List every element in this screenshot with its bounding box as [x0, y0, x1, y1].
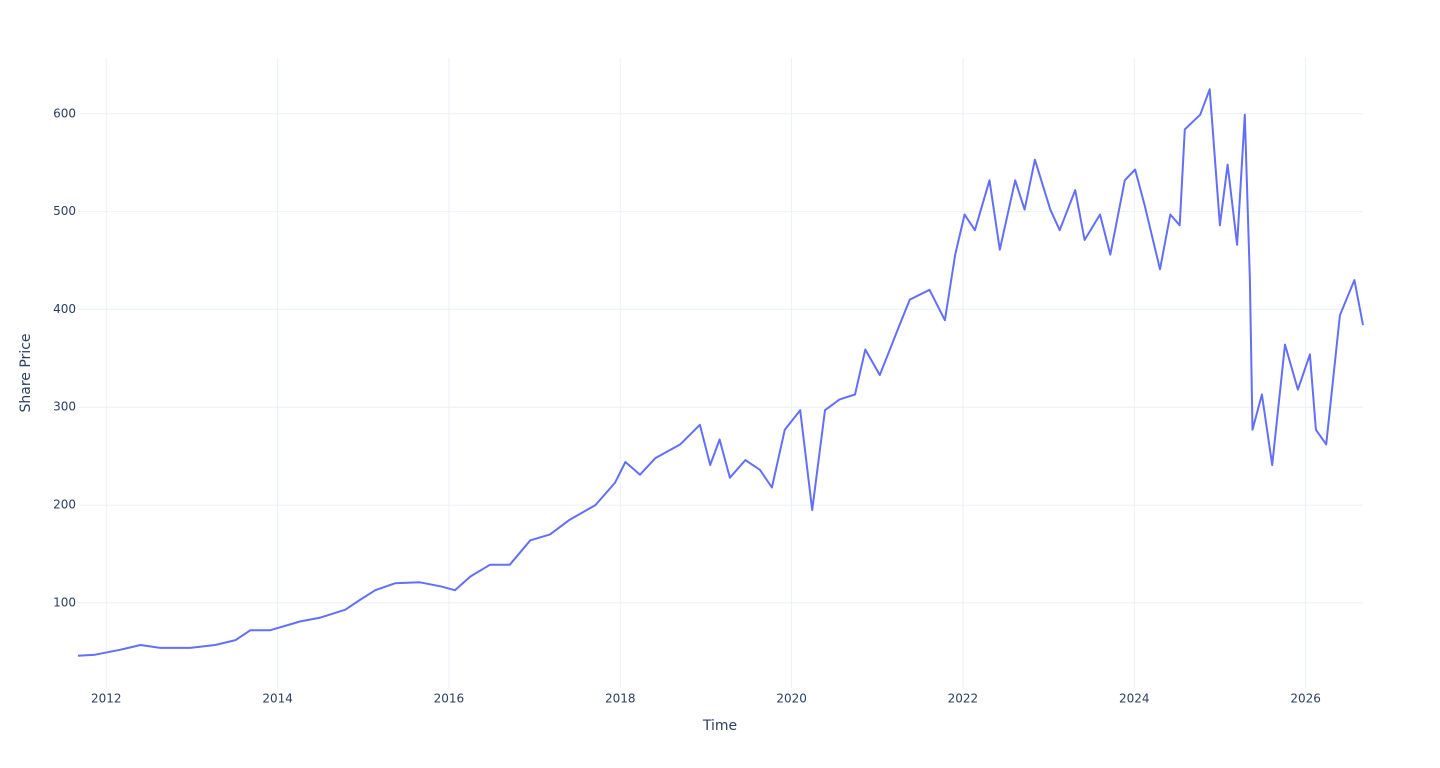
y-tick-label: 600: [53, 106, 76, 120]
x-tick-label: 2020: [776, 692, 807, 706]
x-tick-label: 2012: [91, 692, 122, 706]
y-tick-label: 100: [53, 595, 76, 609]
x-tick-label: 2026: [1290, 692, 1321, 706]
grid: [78, 58, 1363, 688]
x-axis-title: Time: [702, 718, 737, 734]
y-tick-label: 200: [53, 498, 76, 512]
y-tick-label: 500: [53, 204, 76, 218]
x-tick-label: 2024: [1119, 692, 1150, 706]
x-tick-label: 2016: [434, 692, 465, 706]
y-tick-label: 400: [53, 302, 76, 316]
line-series: [77, 88, 1364, 657]
y-axis-title: Share Price: [18, 333, 34, 412]
y-tick-label: 300: [53, 400, 76, 414]
x-tick-label: 2022: [948, 692, 979, 706]
plot-area: [77, 88, 1364, 657]
x-tick-label: 2014: [262, 692, 293, 706]
x-tick-label: 2018: [605, 692, 636, 706]
